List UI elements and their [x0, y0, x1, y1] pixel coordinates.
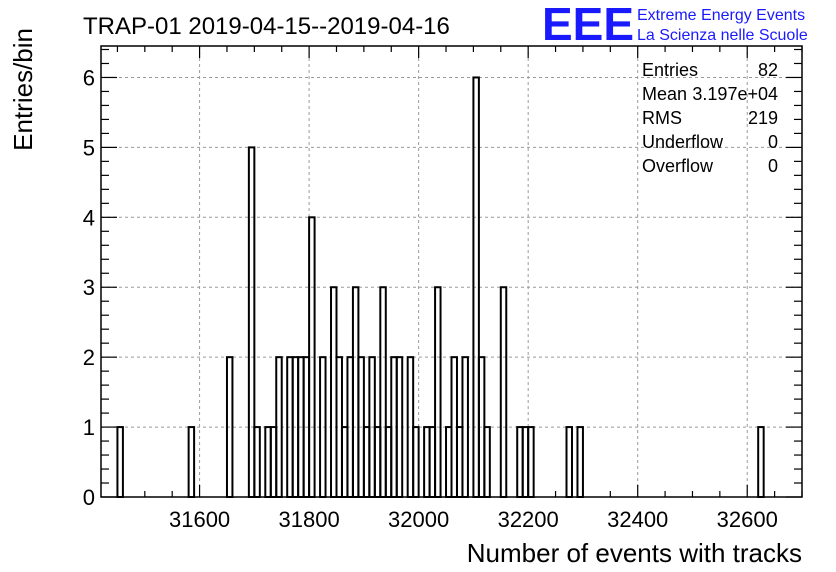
y-tick-label: 3	[83, 275, 95, 300]
stats-label: Entries	[642, 60, 698, 80]
histogram-bar	[412, 426, 420, 498]
histogram-bar	[483, 426, 491, 498]
x-tick-label: 32200	[498, 507, 559, 532]
eee-logo-line2: La Scienza nelle Scuole	[637, 27, 808, 44]
stats-value: 0	[768, 132, 778, 152]
chart-title: TRAP-01 2019-04-15--2019-04-16	[83, 13, 450, 40]
histogram-bar	[527, 426, 535, 498]
eee-logo-mark: EEE	[542, 0, 634, 50]
axes: 31600 31800 32000 32200 32400 32600 0 1 2 3 4 5 6	[83, 45, 803, 532]
histogram-bar	[565, 426, 573, 498]
histogram-bar	[275, 356, 283, 498]
histogram-bar	[253, 426, 261, 498]
eee-logo: EEE Extreme Energy Events La Scienza nel…	[542, 0, 808, 50]
histogram-bar	[434, 286, 442, 498]
eee-logo-line1: Extreme Energy Events	[637, 7, 805, 24]
stats-value: 219	[748, 108, 778, 128]
histogram-bar	[576, 426, 584, 498]
histogram-bar	[187, 426, 196, 498]
y-tick-label: 2	[83, 345, 95, 370]
x-tick-label: 32600	[717, 507, 778, 532]
stats-value: 82	[758, 60, 778, 80]
stats-label: RMS	[642, 108, 682, 128]
stats-value: 0	[768, 156, 778, 176]
stats-label: Underflow	[642, 132, 724, 152]
grid-lines	[101, 46, 802, 497]
x-axis-title: Number of events with tracks	[467, 538, 802, 568]
y-tick-label: 5	[83, 135, 95, 160]
histogram-bar	[116, 426, 124, 498]
plot-frame	[100, 45, 803, 498]
x-tick-label: 31800	[279, 507, 340, 532]
stats-label: Mean	[642, 84, 687, 104]
histogram-bar	[461, 356, 469, 498]
y-axis-title: Entries/bin	[8, 28, 38, 151]
histogram-bar	[395, 356, 404, 498]
histogram-bar	[319, 356, 327, 498]
histogram-bar	[757, 426, 765, 498]
stats-label: Overflow	[642, 156, 714, 176]
stats-box: Entries 82 Mean 3.197e+04 RMS 219 Underflow 0 Ov…	[642, 60, 778, 176]
y-tick-label: 4	[83, 205, 95, 230]
stats-value: 3.197e+04	[692, 84, 778, 104]
x-tick-label: 32400	[607, 507, 668, 532]
x-tick-label: 31600	[169, 507, 230, 532]
y-tick-label: 0	[83, 485, 95, 510]
y-tick-label: 1	[83, 415, 95, 440]
y-tick-label: 6	[83, 65, 95, 90]
histogram-bar	[499, 286, 508, 498]
x-tick-label: 32000	[388, 507, 449, 532]
